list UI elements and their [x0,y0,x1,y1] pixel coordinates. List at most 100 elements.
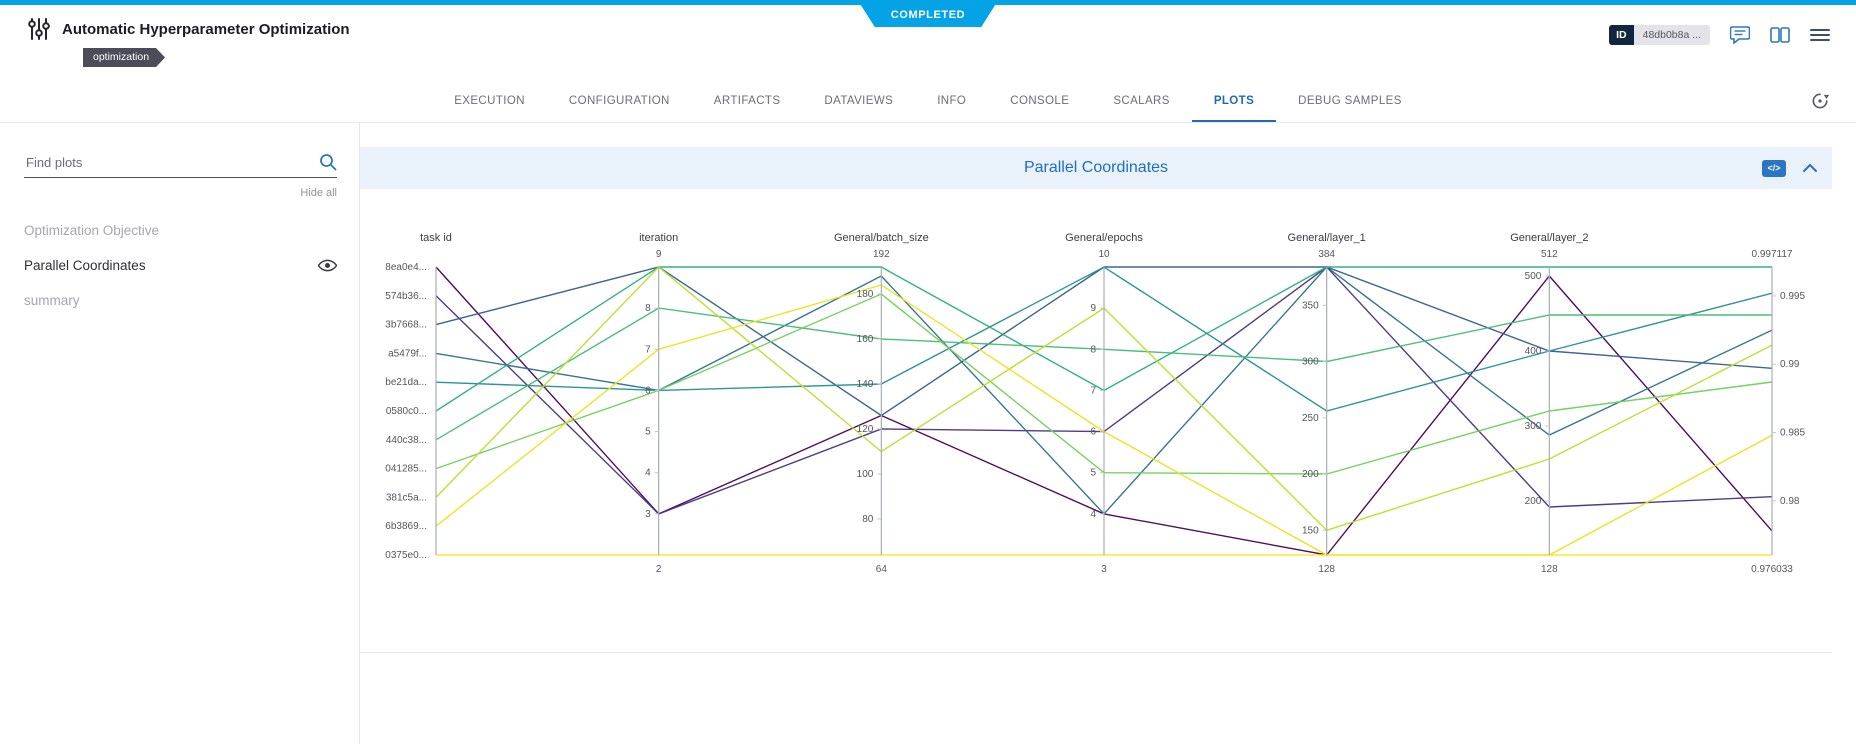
axis-tick-label: 7 [645,344,651,355]
axis-tick-label: 5 [1090,468,1096,479]
parallel-coordinates-svg[interactable]: task id 8ea0e4... 574b36... 3b7668... a5479f… [360,195,1832,625]
task-label: 041285... [385,464,427,475]
hide-all-link[interactable]: Hide all [300,187,337,199]
axis-title: iteration [639,232,678,244]
plot-list: Optimization Objective Parallel Coordinat… [24,213,337,318]
axis-min-label: 64 [876,564,888,575]
axis-tick-label: 9 [1090,303,1096,314]
axis-tick-label: 140 [857,379,874,390]
header-left: Automatic Hyperparameter Optimization op… [28,17,350,81]
axis-min-label: 3 [1101,564,1107,575]
app-header: Automatic Hyperparameter Optimization op… [0,5,1856,81]
axis-max-label: 10 [1098,249,1110,260]
tag-optimization[interactable]: optimization [83,48,165,67]
axis-tick-label: 5 [645,427,651,438]
axis-max-label: 384 [1318,249,1335,260]
search-row [24,153,337,178]
task-label: 6b3869... [385,521,427,532]
id-label: ID [1609,25,1634,45]
axis-tick-label: 350 [1302,300,1319,311]
panel-header: Parallel Coordinates </> [360,147,1832,189]
task-label: 8ea0e4... [385,262,427,273]
plots-sidebar: Hide all Optimization Objective Parallel … [0,123,360,744]
tab-artifacts[interactable]: ARTIFACTS [713,95,781,107]
axis-tick-label: 0.99 [1780,359,1800,370]
axis-title: General/batch_size [834,232,929,244]
id-badge[interactable]: ID 48db0b8a ... [1609,25,1710,45]
axis-tick-label: 400 [1525,346,1542,357]
main-panel: Parallel Coordinates </> task id 8ea0e4..… [360,123,1856,744]
axis-title: General/layer_1 [1288,232,1366,244]
tab-configuration[interactable]: CONFIGURATION [568,95,670,107]
axis-title: General/epochs [1065,232,1143,244]
search-icon[interactable] [319,153,337,171]
axis-tick-label: 300 [1302,357,1319,368]
embed-code-icon[interactable]: </> [1762,159,1786,177]
task-label: 3b7668... [385,320,427,331]
axis-tick-label: 180 [857,289,874,300]
task-label: 381c5a... [386,492,427,503]
axis-tick-label: 4 [645,468,651,479]
axis-title: task id [420,232,452,244]
menu-icon[interactable] [1810,28,1830,42]
axis-max-label: 512 [1541,249,1558,260]
axis-tick-label: 7 [1090,385,1096,396]
plot-item-label: Optimization Objective [24,223,160,238]
axis-tick-label: 0.98 [1780,496,1800,507]
panel-icons: </> [1762,159,1832,177]
axis-title: General/layer_2 [1510,232,1588,244]
axis-tick-label: 300 [1525,421,1542,432]
comment-icon[interactable] [1730,26,1750,44]
tab-execution[interactable]: EXECUTION [454,95,525,107]
header-actions: ID 48db0b8a ... [1609,23,1830,47]
axis-tick-label: 250 [1302,413,1319,424]
axis-tick-label: 8 [645,303,651,314]
axis-tick-label: 8 [1090,344,1096,355]
tab-plots[interactable]: PLOTS [1191,81,1277,122]
eye-icon[interactable] [318,259,337,272]
axis-tick-label: 120 [857,424,874,435]
tab-info[interactable]: INFO [937,95,967,107]
axis-tick-label: 0.995 [1780,291,1805,302]
axis-min-label: 0.976033 [1751,564,1793,575]
axis-tick-label: 500 [1525,271,1542,282]
tab-dataviews[interactable]: DATAVIEWS [824,95,894,107]
axis-min-label: 128 [1541,564,1558,575]
tab-debug-samples[interactable]: DEBUG SAMPLES [1298,95,1402,107]
axis-tick-label: 6 [1090,427,1096,438]
parallel-coordinates-plot: task id 8ea0e4... 574b36... 3b7668... a5479f… [360,189,1832,653]
task-label: 440c38... [386,435,427,446]
task-label: 0580c0... [386,406,427,417]
tab-bar: EXECUTION CONFIGURATION ARTIFACTS DATAVIEWS… [0,81,1856,123]
axis-max-label: 192 [873,249,890,260]
axis-tick-label: 100 [857,469,874,480]
panel-title: Parallel Coordinates [1023,159,1169,176]
axis-tick-label: 4 [1090,509,1096,520]
tune-icon [28,17,50,41]
task-label: 0375e0... [385,550,427,561]
status-banner: COMPLETED [861,5,995,27]
task-label: 574b36... [385,291,427,302]
collapse-icon[interactable] [1802,163,1818,173]
plot-list-item-summary[interactable]: summary [24,283,337,318]
plot-list-item-parallel-coordinates[interactable]: Parallel Coordinates [24,248,337,283]
plot-list-item-optimization-objective[interactable]: Optimization Objective [24,213,337,248]
axis-max-label: 9 [656,249,662,260]
experiment-title: Automatic Hyperparameter Optimization [62,20,350,38]
search-input[interactable] [24,153,319,171]
tab-console[interactable]: CONSOLE [1010,95,1070,107]
compare-icon[interactable] [1770,27,1790,43]
id-value: 48db0b8a ... [1633,25,1710,45]
status-strip [0,0,1856,5]
axis-tick-label: 6 [645,385,651,396]
tab-scalars[interactable]: SCALARS [1113,95,1170,107]
axis-tick-label: 80 [862,514,874,525]
refresh-icon[interactable] [1810,91,1830,116]
plot-item-label: Parallel Coordinates [24,258,146,273]
tab-items: EXECUTION CONFIGURATION ARTIFACTS DATAVIEWS… [432,81,1424,122]
task-label: be21da... [385,377,427,388]
axis-min-label: 2 [656,564,662,575]
axis-tick-label: 150 [1302,525,1319,536]
axis-tick-label: 160 [857,334,874,345]
axis-tick-label: 3 [645,509,651,520]
